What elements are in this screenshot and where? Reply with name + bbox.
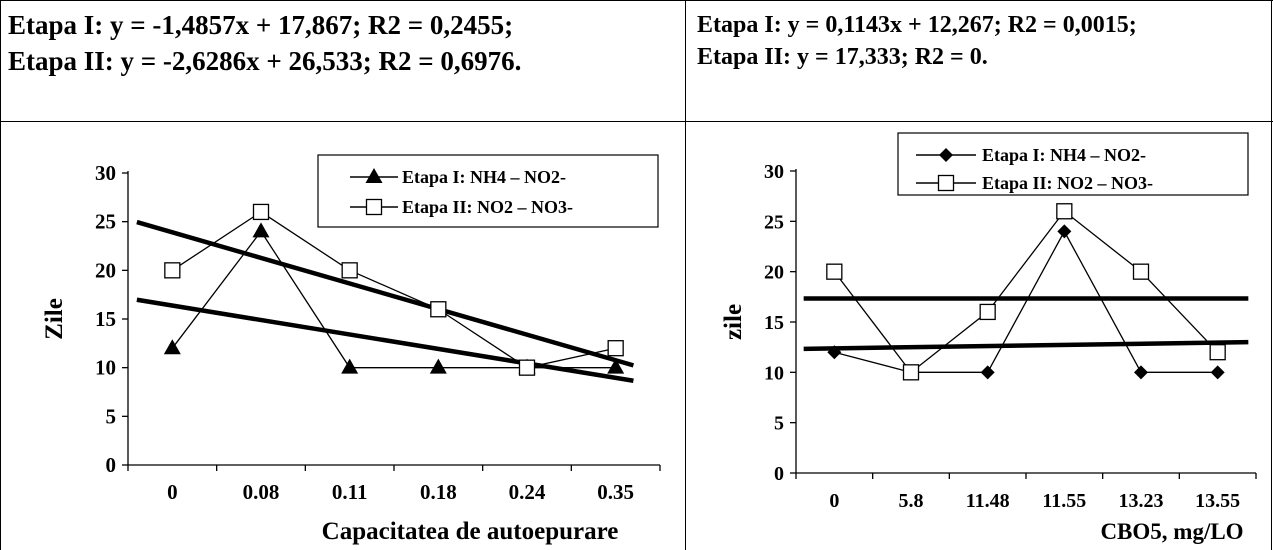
- trendline: [803, 339, 1249, 352]
- y-tick-label: 30: [95, 161, 116, 185]
- x-tick-label: 11.48: [966, 490, 1010, 512]
- data-point: [607, 358, 625, 374]
- data-point: [826, 263, 843, 280]
- y-tick-label: 10: [764, 362, 784, 384]
- series-line: [833, 210, 1219, 374]
- data-point: [1057, 224, 1072, 239]
- data-point: [980, 365, 995, 380]
- series-line: [171, 211, 616, 369]
- right-border: [1271, 0, 1272, 550]
- legend-label: Etapa II: NO2 – NO3-: [982, 173, 1153, 193]
- data-point: [607, 340, 624, 357]
- y-tick-label: 25: [764, 211, 784, 233]
- top-border: [0, 0, 1273, 1]
- legend-marker: [365, 198, 383, 216]
- data-point: [164, 262, 181, 279]
- y-tick-label: 0: [774, 463, 784, 485]
- y-axis-label: zile: [720, 304, 747, 340]
- data-point: [979, 303, 996, 321]
- right-equation-1: Etapa I: y = 0,1143x + 12,267; R2 = 0,00…: [697, 12, 1137, 38]
- x-axis-label: Capacitatea de autoepurare: [322, 518, 619, 545]
- data-point: [1134, 365, 1148, 380]
- x-tick-label: 0.18: [420, 480, 457, 504]
- y-tick-label: 15: [764, 312, 784, 334]
- y-tick-label: 15: [95, 307, 116, 331]
- x-tick-label: 0.08: [243, 480, 280, 504]
- data-point: [341, 358, 359, 374]
- data-point: [429, 358, 447, 374]
- legend-label: Etapa I: NH4 – NO2-: [982, 145, 1146, 165]
- data-point: [902, 364, 920, 381]
- trendline: [136, 219, 635, 368]
- x-tick-label: 13.23: [1119, 490, 1164, 512]
- x-tick-label: 11.55: [1042, 490, 1086, 512]
- legend-label: Etapa I: NH4 – NO2-: [402, 167, 566, 187]
- y-axis-label: Zile: [41, 298, 68, 340]
- x-axis-label: CBO5, mg/LO: [1100, 519, 1243, 544]
- y-tick-label: 10: [95, 356, 116, 380]
- x-tick-label: 5.8: [899, 490, 924, 512]
- y-tick-label: 30: [764, 161, 784, 183]
- x-tick-label: 0.11: [332, 480, 368, 504]
- chart-cbo5: 0 5 10 15 20 25 30 0 5.8 11.48 11.55 13.23 13.55 zile…: [720, 132, 1257, 544]
- x-tick-label: 0: [829, 490, 839, 512]
- data-point: [163, 339, 181, 355]
- left-equation-2: Etapa II: y = -2,6286x + 26,533; R2 = 0,…: [8, 46, 522, 76]
- data-point: [252, 222, 270, 238]
- x-tick-label: 0.24: [509, 480, 546, 504]
- x-tick-label: 0: [167, 480, 178, 504]
- x-tick-label: 0.35: [597, 480, 634, 504]
- left-border: [0, 0, 1, 550]
- data-point: [430, 301, 447, 318]
- right-equation-2: Etapa II: y = 17,333; R2 = 0.: [697, 44, 988, 70]
- chart-capacitatea: 0 5 10 15 20 25 30 0 0.08 0.11 0.18 0.24 0.35 Zile Cap…: [41, 154, 661, 545]
- data-point: [827, 345, 842, 360]
- legend-marker: [939, 148, 953, 162]
- y-tick-label: 5: [774, 413, 784, 435]
- legend-label: Etapa II: NO2 – NO3-: [402, 197, 573, 217]
- legend-marker: [365, 168, 383, 183]
- y-tick-label: 5: [106, 404, 117, 428]
- data-point: [1056, 203, 1073, 220]
- data-point: [1209, 344, 1226, 361]
- series-line: [834, 230, 1218, 373]
- legend-marker: [937, 174, 955, 192]
- row-divider: [0, 121, 1273, 122]
- y-tick-label: 25: [95, 210, 116, 234]
- x-tick-label: 13.55: [1195, 490, 1240, 512]
- y-tick-label: 20: [764, 262, 784, 284]
- trendline: [136, 297, 634, 383]
- data-point: [252, 203, 270, 221]
- y-tick-label: 0: [106, 453, 117, 477]
- y-tick-label: 20: [95, 258, 116, 282]
- series-line: [171, 230, 616, 369]
- data-point: [1210, 365, 1225, 380]
- legend-box: [897, 132, 1249, 196]
- data-point: [341, 262, 358, 279]
- data-point: [1132, 263, 1150, 280]
- column-divider: [685, 0, 686, 550]
- data-point: [518, 359, 536, 376]
- left-equation-1: Etapa I: y = -1,4857x + 17,867; R2 = 0,2…: [8, 10, 514, 40]
